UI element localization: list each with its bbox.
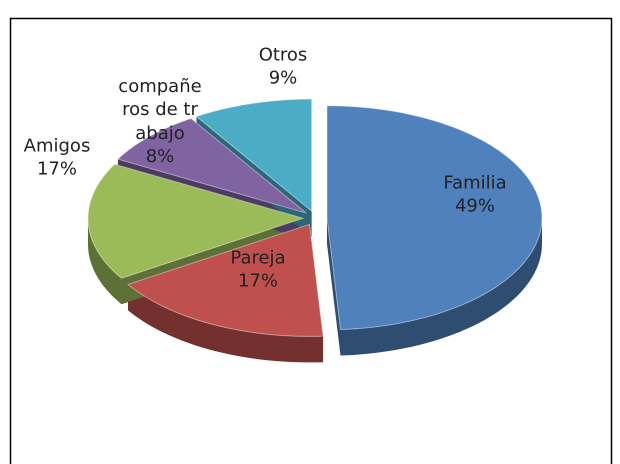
slice [116,117,307,214]
slice-label: Pareja 17% [210,247,306,294]
slice-label: Familia 49% [427,172,523,219]
slice-label: Otros 9% [235,44,331,91]
category-label: Pareja [230,247,286,269]
slice-label: compañeros de trabajo 8% [118,75,202,169]
slice-side [88,218,122,305]
value-label: 9% [268,68,298,89]
value-label: 17% [237,271,278,292]
value-label: 8% [145,146,175,168]
slice-wall [326,217,341,356]
slice-label: Amigos 17% [9,135,105,182]
slice [87,163,305,279]
chart-border [9,17,613,464]
slice-side [340,217,542,356]
category-label: Otros [258,44,308,66]
category-label: compañeros de trabajo [118,76,202,144]
slice-side [128,284,324,363]
slice [195,98,313,213]
value-label: 17% [36,159,77,180]
category-label: Familia [443,172,507,194]
slice [126,223,324,337]
value-label: 49% [454,196,495,217]
slice [326,105,543,331]
category-label: Amigos [23,135,91,157]
